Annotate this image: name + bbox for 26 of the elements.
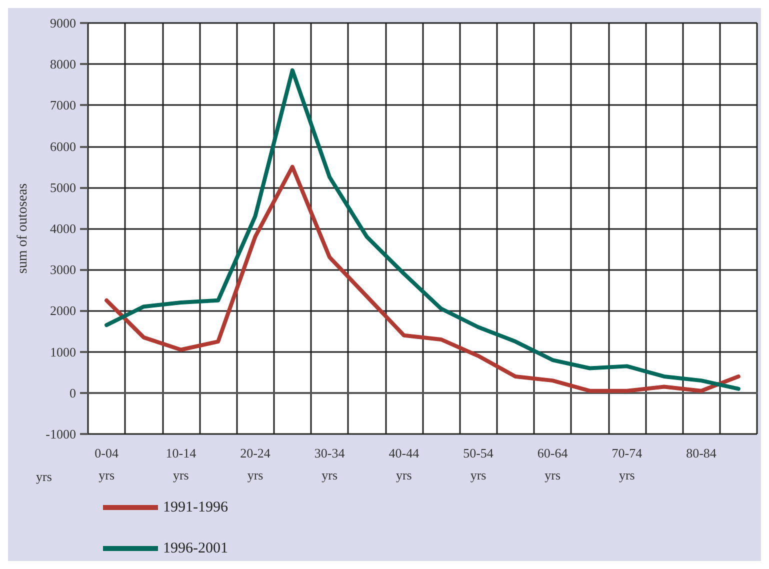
x-tick-label: 10-14 yrs: [166, 446, 197, 482]
y-axis-title: sum of outoseas: [16, 183, 30, 274]
y-tick-label: 3000: [50, 262, 76, 278]
line-series: [104, 68, 740, 391]
x-tick-label: 50-54 yrs: [463, 446, 494, 482]
line-series: [104, 164, 740, 393]
x-tick-label: 70-74 yrs: [612, 446, 643, 482]
y-tick-label: 6000: [50, 138, 76, 154]
x-tick-label: 20-24 yrs: [240, 446, 271, 482]
y-tick-label: 5000: [50, 180, 76, 195]
x-tick-label: 80-84: [686, 446, 717, 460]
y-tick-label: 9000: [50, 16, 76, 30]
x-tick-label: 30-34 yrs: [314, 446, 346, 482]
y-tick-label: 1000: [50, 344, 76, 360]
y-tick-label: 0: [70, 385, 76, 400]
x-tick-label: 60-64 yrs: [537, 446, 568, 482]
x-tick-label: 0-04 yrs: [94, 446, 119, 482]
y-tick-label: 8000: [50, 56, 76, 72]
legend-label: 1991-1996: [163, 500, 228, 516]
y-tick-label: -1000: [46, 426, 76, 442]
text: yrs: [36, 469, 52, 484]
legend-label: 1996-2001: [163, 540, 228, 556]
y-tick-label: 7000: [50, 98, 76, 113]
y-tick-label: 4000: [50, 221, 76, 236]
y-tick-label: 2000: [50, 303, 76, 318]
x-tick-label: 40-44 yrs: [388, 446, 420, 482]
